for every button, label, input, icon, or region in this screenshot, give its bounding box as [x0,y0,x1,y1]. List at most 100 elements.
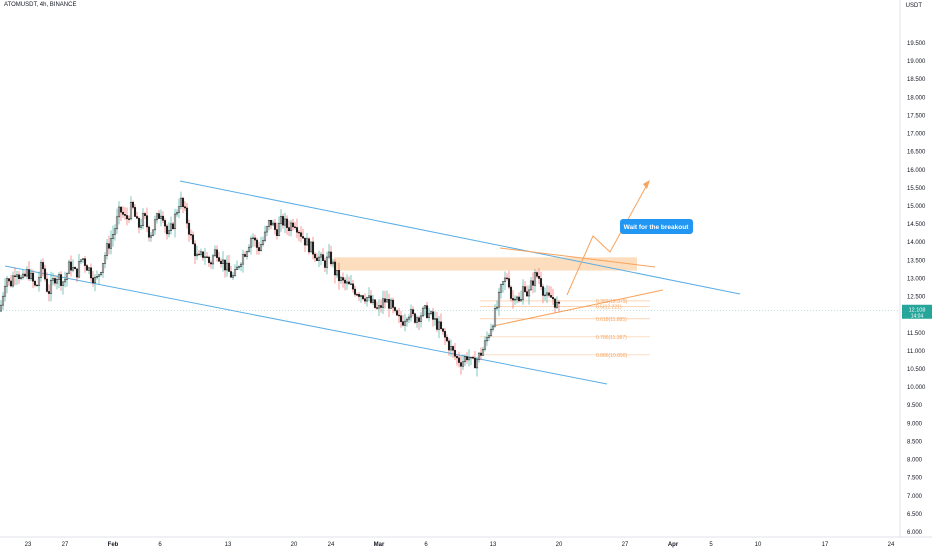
candle-body [97,274,101,277]
candle-body [1,295,5,306]
candle-body [403,320,407,326]
candle-body [311,241,315,255]
candles-layer [0,191,561,377]
candle-body [285,218,289,228]
candle-body [165,225,169,235]
candle-body [197,253,201,256]
candle-body [65,273,69,280]
candle-body [349,283,353,285]
candle-body [55,279,59,284]
candle-body [423,305,427,309]
resistance-zone [334,257,637,271]
x-tick-label: 6 [424,542,428,548]
candle-body [487,335,491,338]
candle-body [243,254,247,257]
candle-body [221,259,225,264]
x-tick-label: 20 [291,542,298,548]
candle-body [57,274,61,280]
candle-body [371,299,375,303]
candle-body [535,272,539,277]
time-axis[interactable]: 23 27 Feb 6 13 20 24 Mar 6 13 20 27 Apr 5 10 17 24 [25,542,895,548]
candle-body [351,283,355,290]
candle-body [323,260,327,268]
candle-body [415,317,419,323]
x-tick-label: Feb [108,542,119,548]
symbol-title[interactable]: ATOMUSDT, 4h, BINANCE [4,2,77,8]
candle-body [37,277,41,286]
candle-body [31,272,35,282]
zone-trend-line [499,247,656,268]
candle-body [437,321,441,330]
y-tick-label: 7.500 [907,476,923,482]
candle-body [515,296,519,300]
candle-body [241,254,245,265]
candle-body [557,301,561,304]
grid [0,0,932,538]
candle-body [159,215,163,219]
candle-body [463,356,467,363]
candle-body [265,226,269,233]
candle-body [329,251,333,265]
candle-body [53,278,57,284]
candle-body [427,313,431,318]
candle-body [47,291,51,294]
candle-body [251,237,255,239]
candle-body [129,201,133,220]
candle-body [339,277,343,282]
candle-body [495,306,499,309]
candle-body [501,281,505,285]
candle-body [33,280,37,286]
candle-body [231,275,235,278]
candle-body [111,234,115,239]
candle-body [289,222,293,231]
candle-body [395,310,399,316]
candle-body [393,307,397,311]
candle-body [93,276,97,284]
candle-body [543,294,547,297]
candle-body [171,223,175,230]
candle-body [361,295,365,300]
y-tick-label: 19.000 [907,59,926,65]
y-tick-label: 6.500 [907,512,923,518]
price-axis[interactable]: 6.000 6.500 7.000 7.500 8.000 8.500 9.000 9.500… [907,41,926,536]
candle-body [3,285,7,297]
projection-arrowhead [643,180,650,189]
candle-body [523,286,527,292]
y-tick-label: 18.000 [907,95,926,101]
candle-body [35,284,39,287]
x-tick-label: 5 [709,542,713,548]
y-tick-label: 12.500 [907,295,926,301]
candle-body [185,207,189,224]
candle-body [229,271,233,278]
candle-body [533,272,537,286]
projection-path [566,182,649,296]
candle-body [541,286,545,296]
candle-body [503,277,507,282]
candle-body [239,263,243,267]
candle-body [333,261,337,276]
y-tick-label: 8.500 [907,439,923,445]
candle-body [131,201,135,208]
candle-body [321,254,325,261]
candle-body [11,275,15,287]
candle-body [425,305,429,318]
candle-body [225,262,229,271]
candle-body [555,301,559,308]
candle-body [275,229,279,236]
candle-body [123,214,127,216]
current-price-value: 12.108 [909,307,926,313]
current-price-badge [902,304,932,319]
rising-support-line [492,289,664,327]
candle-body [277,223,281,236]
x-tick-label: 6 [158,542,162,548]
candle-body [297,231,301,234]
candle-body [445,336,449,342]
candle-body [399,315,403,322]
fib-level-label: 0.618(11.885) [596,317,627,323]
candle-body [215,249,219,258]
candle-body [491,325,495,330]
candle-body [325,256,329,268]
candle-body [355,294,359,296]
